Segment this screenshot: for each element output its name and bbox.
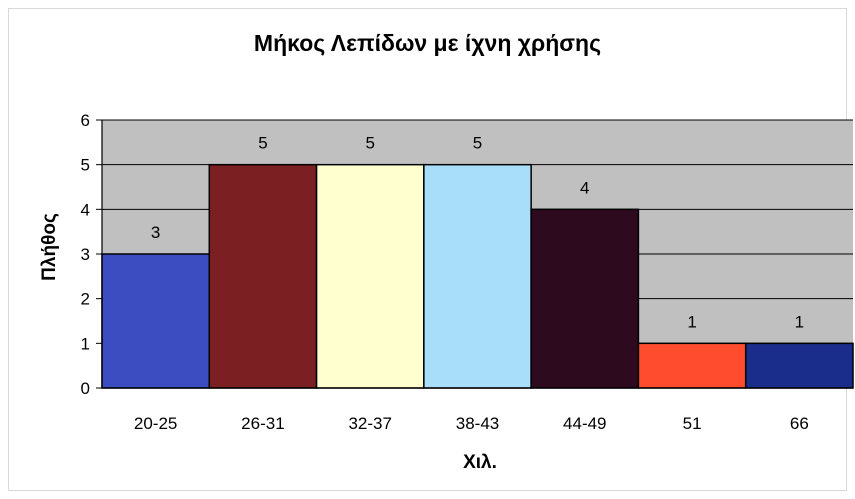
x-tick-label: 20-25	[134, 414, 177, 433]
y-tick-label: 0	[81, 379, 90, 398]
bar-26-31	[208, 163, 318, 389]
x-tick-label: 26-31	[241, 414, 284, 433]
bar-44-49	[530, 208, 640, 389]
bar-32-37	[315, 163, 425, 389]
chart-title: Μήκος Λεπίδων με ίχνη χρήσης	[253, 30, 602, 56]
x-axis-title: Χιλ.	[463, 452, 497, 473]
y-tick-label: 2	[81, 290, 90, 309]
data-label: 4	[580, 178, 589, 197]
bar-20-25	[101, 253, 211, 389]
bar-51	[637, 342, 747, 389]
x-tick-label: 66	[790, 414, 809, 433]
y-tick-label: 4	[81, 200, 90, 219]
data-label: 1	[687, 312, 696, 331]
bar-66	[744, 342, 854, 389]
data-label: 5	[365, 134, 374, 153]
x-tick-label: 32-37	[348, 414, 391, 433]
y-tick-label: 5	[81, 156, 90, 175]
data-label: 5	[258, 134, 267, 153]
data-label: 3	[151, 223, 160, 242]
data-label: 1	[795, 312, 804, 331]
x-tick-label: 44-49	[563, 414, 606, 433]
x-tick-label: 38-43	[456, 414, 499, 433]
data-label: 5	[473, 134, 482, 153]
bar-38-43	[423, 163, 532, 389]
y-tick-label: 6	[81, 111, 90, 130]
x-tick-label: 51	[683, 414, 702, 433]
y-tick-label: 1	[81, 334, 90, 353]
y-tick-label: 3	[81, 245, 90, 264]
